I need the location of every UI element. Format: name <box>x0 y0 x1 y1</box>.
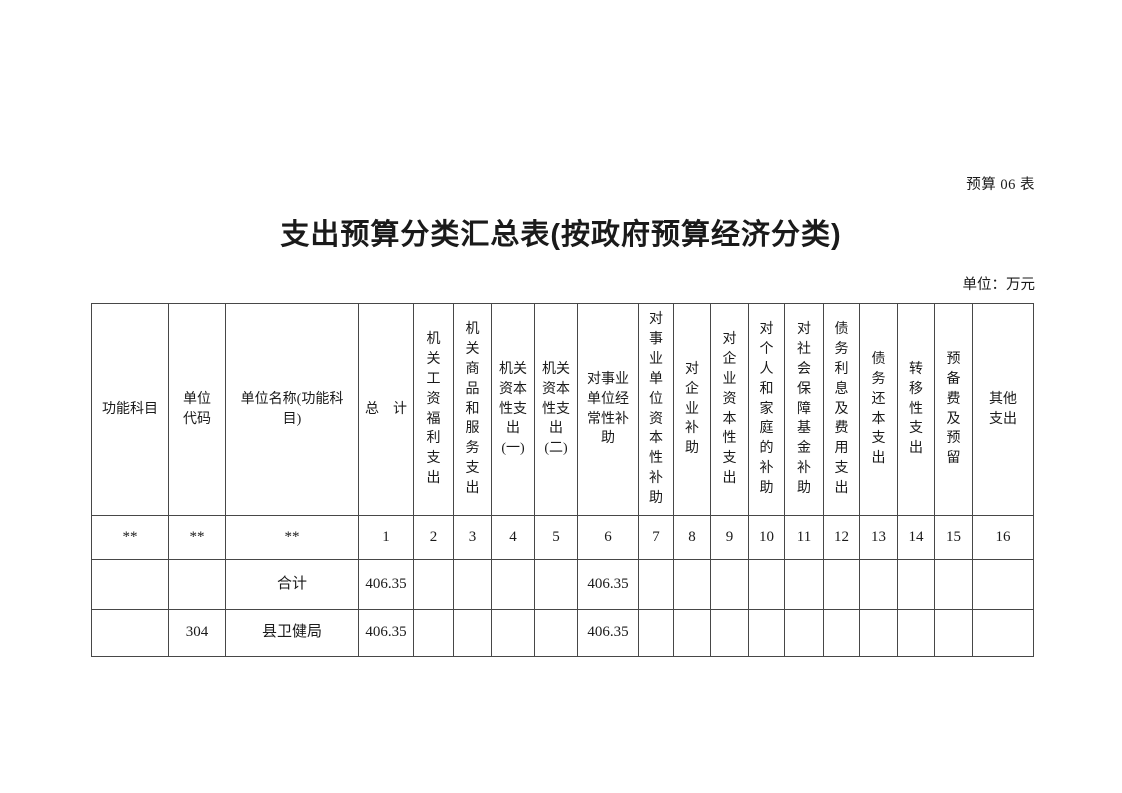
column-number-cell: 6 <box>577 515 639 560</box>
table-cell <box>534 609 578 657</box>
table-cell <box>934 559 973 610</box>
table-cell <box>972 559 1034 610</box>
table-cell <box>823 559 860 610</box>
column-number-cell: 10 <box>748 515 785 560</box>
col-debt-interest-fee-expenditure-header: 债 务 利 息 及 费 用 支 出 <box>823 303 860 516</box>
col-enterprise-subsidy-header: 对 企 业 补 助 <box>673 303 711 516</box>
col-individual-family-subsidy-header: 对 个 人 和 家 庭 的 补 助 <box>748 303 785 516</box>
column-number-cell: 4 <box>491 515 535 560</box>
table-cell <box>673 559 711 610</box>
unit-note: 单位：万元 <box>962 277 1036 293</box>
table-cell <box>710 609 749 657</box>
table-cell <box>91 559 169 610</box>
col-social-security-fund-subsidy-header: 对 社 会 保 障 基 金 补 助 <box>784 303 824 516</box>
table-cell <box>453 559 492 610</box>
table-cell <box>859 559 898 610</box>
table-cell <box>784 609 824 657</box>
col-agency-wage-welfare-header: 机 关 工 资 福 利 支 出 <box>413 303 454 516</box>
table-cell <box>491 559 535 610</box>
column-number-cell: 11 <box>784 515 824 560</box>
table-cell <box>638 559 674 610</box>
col-transfer-expenditure-header: 转 移 性 支 出 <box>897 303 935 516</box>
col-other-expenditure-header: 其他 支出 <box>972 303 1034 516</box>
table-cell <box>710 559 749 610</box>
table-cell <box>534 559 578 610</box>
table-cell <box>413 559 454 610</box>
column-number-cell: 8 <box>673 515 711 560</box>
col-debt-principal-repayment-header: 债 务 还 本 支 出 <box>859 303 898 516</box>
column-number-cell: ** <box>225 515 359 560</box>
doc-number-label: 预算 06 表 <box>966 177 1035 193</box>
col-reserve-fund-retention-header: 预 备 费 及 预 留 <box>934 303 973 516</box>
table-cell: 406.35 <box>358 559 414 610</box>
table-cell <box>934 609 973 657</box>
page-title: 支出预算分类汇总表(按政府预算经济分类) <box>280 219 842 251</box>
column-number-row: ** ** ** 1 2 3 4 5 6 7 8 9 10 11 12 13 14 15 16 <box>91 515 1034 560</box>
col-enterprise-capital-expenditure-header: 对 企 业 资 本 性 支 出 <box>710 303 749 516</box>
table-cell <box>823 609 860 657</box>
column-number-cell: ** <box>91 515 169 560</box>
column-number-cell: 9 <box>710 515 749 560</box>
col-agency-capital-expenditure-2-header: 机关 资本 性支 出 (二) <box>534 303 578 516</box>
table-cell <box>673 609 711 657</box>
table-cell: 406.35 <box>577 559 639 610</box>
column-number-cell: 7 <box>638 515 674 560</box>
col-psu-capital-subsidy-header: 对 事 业 单 位 资 本 性 补 助 <box>638 303 674 516</box>
column-number-cell: 1 <box>358 515 414 560</box>
table-cell: 406.35 <box>358 609 414 657</box>
col-total-header: 总 计 <box>358 303 414 516</box>
column-number-cell: 2 <box>413 515 454 560</box>
col-unit-name-header: 单位名称(功能科 目) <box>225 303 359 516</box>
column-number-cell: ** <box>168 515 226 560</box>
table-cell: 合计 <box>225 559 359 610</box>
table-row: 304 县卫健局 406.35 406.35 <box>91 609 1034 657</box>
column-number-cell: 5 <box>534 515 578 560</box>
table-cell <box>168 559 226 610</box>
table-cell <box>91 609 169 657</box>
table-cell: 406.35 <box>577 609 639 657</box>
table-cell: 县卫健局 <box>225 609 359 657</box>
col-psu-regular-subsidy-header: 对事业 单位经 常性补 助 <box>577 303 639 516</box>
column-number-cell: 14 <box>897 515 935 560</box>
table-cell <box>972 609 1034 657</box>
column-number-cell: 12 <box>823 515 860 560</box>
table-cell <box>859 609 898 657</box>
col-unit-code-header: 单位 代码 <box>168 303 226 516</box>
table-cell <box>413 609 454 657</box>
budget-summary-table: 功能科目 单位 代码 单位名称(功能科 目) 总 计机 关 工 资 福 利 支 出机 … <box>91 303 1034 657</box>
table-cell: 304 <box>168 609 226 657</box>
col-functional-subject-header: 功能科目 <box>91 303 169 516</box>
table-cell <box>897 559 935 610</box>
table-cell <box>784 559 824 610</box>
column-number-cell: 13 <box>859 515 898 560</box>
table-cell <box>491 609 535 657</box>
table-cell <box>748 609 785 657</box>
table-row: 合计 406.35 406.35 <box>91 559 1034 610</box>
table-cell <box>638 609 674 657</box>
col-agency-goods-services-header: 机 关 商 品 和 服 务 支 出 <box>453 303 492 516</box>
column-number-cell: 16 <box>972 515 1034 560</box>
table-header-row: 功能科目 单位 代码 单位名称(功能科 目) 总 计机 关 工 资 福 利 支 出机 … <box>91 303 1034 516</box>
table-cell <box>748 559 785 610</box>
table-cell <box>453 609 492 657</box>
column-number-cell: 3 <box>453 515 492 560</box>
col-agency-capital-expenditure-1-header: 机关 资本 性支 出 (一) <box>491 303 535 516</box>
table-cell <box>897 609 935 657</box>
column-number-cell: 15 <box>934 515 973 560</box>
